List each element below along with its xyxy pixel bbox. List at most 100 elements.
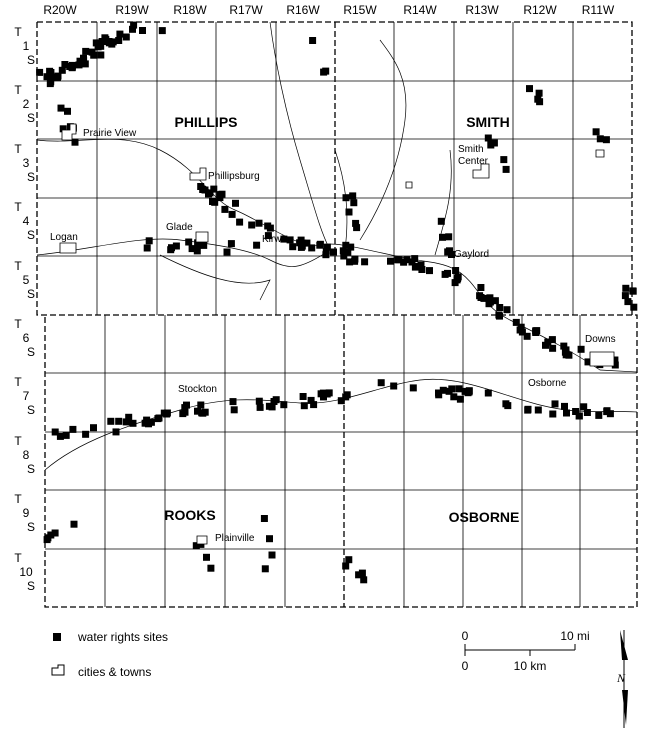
water-rights-site <box>560 342 568 350</box>
town-name: Gaylord <box>454 249 489 260</box>
water-rights-site <box>297 243 305 251</box>
water-rights-site <box>322 251 330 259</box>
water-rights-site <box>490 139 498 147</box>
water-rights-site <box>280 235 288 243</box>
water-rights-site <box>445 387 453 395</box>
water-rights-site <box>64 107 71 115</box>
range-label: R17W <box>229 3 263 17</box>
water-rights-site <box>221 205 229 213</box>
water-rights-site <box>197 183 205 190</box>
water-rights-site <box>286 236 294 244</box>
water-rights-site <box>622 284 630 292</box>
water-rights-site <box>316 241 324 249</box>
water-rights-site <box>524 406 532 414</box>
scale-bar: 0 10 mi 0 10 km <box>462 629 590 673</box>
water-rights-site <box>542 341 549 349</box>
township-label-line: T <box>14 375 22 389</box>
water-rights-site <box>342 241 350 249</box>
township-label: T5 S <box>14 259 35 301</box>
water-rights-site <box>185 238 193 246</box>
water-rights-site <box>61 61 69 68</box>
water-rights-site <box>611 361 619 369</box>
water-rights-site <box>485 300 493 308</box>
water-rights-site <box>203 553 210 561</box>
water-rights-site <box>448 251 455 258</box>
water-rights-site <box>452 267 460 274</box>
township-label-line: T <box>14 83 22 97</box>
water-rights-site <box>477 284 485 291</box>
water-rights-site <box>394 256 402 264</box>
water-rights-site <box>340 252 348 260</box>
water-rights-site <box>624 298 632 306</box>
water-rights-site <box>526 85 533 93</box>
town-name-line: Glade <box>166 222 193 233</box>
water-rights-site <box>232 199 239 207</box>
water-rights-site <box>193 247 201 255</box>
township-label-line: S <box>27 170 35 184</box>
town-outlines <box>59 123 615 545</box>
water-rights-site <box>352 219 360 227</box>
water-rights-site <box>116 30 124 38</box>
water-rights-site <box>346 258 354 266</box>
water-rights-site <box>183 401 190 409</box>
town-name: Phillipsburg <box>208 171 260 182</box>
water-rights-site <box>358 569 366 577</box>
water-rights-site <box>409 384 417 392</box>
town-name-line: Kirwin <box>262 234 289 245</box>
water-rights-site <box>323 390 331 398</box>
township-label-line: T <box>14 492 22 506</box>
water-rights-site <box>125 413 133 421</box>
township-label-line: T <box>14 317 22 331</box>
town-name: Osborne <box>528 378 567 389</box>
water-rights-site <box>480 294 488 302</box>
town-name: Glade <box>166 222 193 233</box>
water-rights-site <box>377 379 385 387</box>
water-rights-site <box>450 393 458 401</box>
scale-label: 10 km <box>514 659 547 673</box>
water-rights-site <box>201 186 209 194</box>
labels: R20W R19W R18W R17W R16W R15W R14W R13W R12W R11W… <box>14 3 615 593</box>
town-name-line: Center <box>458 156 489 167</box>
township-label-line: 2 <box>23 97 30 111</box>
water-rights-site <box>210 185 218 193</box>
water-rights-site <box>98 38 106 45</box>
water-rights-site <box>129 25 136 33</box>
water-rights-site <box>97 42 105 50</box>
water-rights-site <box>107 417 115 425</box>
water-rights-site <box>307 396 315 404</box>
water-rights-site <box>51 529 59 537</box>
water-rights-site <box>194 407 201 415</box>
water-rights-site <box>230 406 238 414</box>
water-rights-site <box>403 256 411 264</box>
water-rights-site <box>255 219 263 227</box>
town-name: Logan <box>50 232 78 243</box>
water-rights-site <box>351 257 359 265</box>
water-rights-site <box>562 351 570 359</box>
township-label-line: T <box>14 434 22 448</box>
town-name: Plainville <box>215 533 255 544</box>
water-rights-site <box>561 402 568 410</box>
water-rights-site <box>68 63 76 71</box>
water-rights-site <box>518 328 526 336</box>
water-rights-site <box>337 397 345 405</box>
township-label-line: S <box>27 520 35 534</box>
water-rights-site <box>139 27 146 34</box>
town-name-line: Logan <box>50 232 78 243</box>
water-rights-site <box>486 294 494 302</box>
water-rights-site <box>426 267 433 275</box>
water-rights-site <box>56 432 64 440</box>
water-rights-site <box>90 424 97 432</box>
water-rights-site <box>260 515 268 522</box>
water-rights-site <box>353 224 361 232</box>
water-rights-site <box>82 47 90 55</box>
water-rights-site <box>81 60 89 68</box>
county-name: ROOKS <box>164 507 215 523</box>
township-label-line: S <box>27 228 35 242</box>
water-rights-site <box>387 257 394 265</box>
water-rights-site <box>101 34 109 42</box>
water-rights-site <box>630 303 638 311</box>
water-rights-site <box>57 104 65 112</box>
range-label: R15W <box>343 3 377 17</box>
county-name: SMITH <box>466 114 510 130</box>
water-rights-site <box>577 345 585 353</box>
